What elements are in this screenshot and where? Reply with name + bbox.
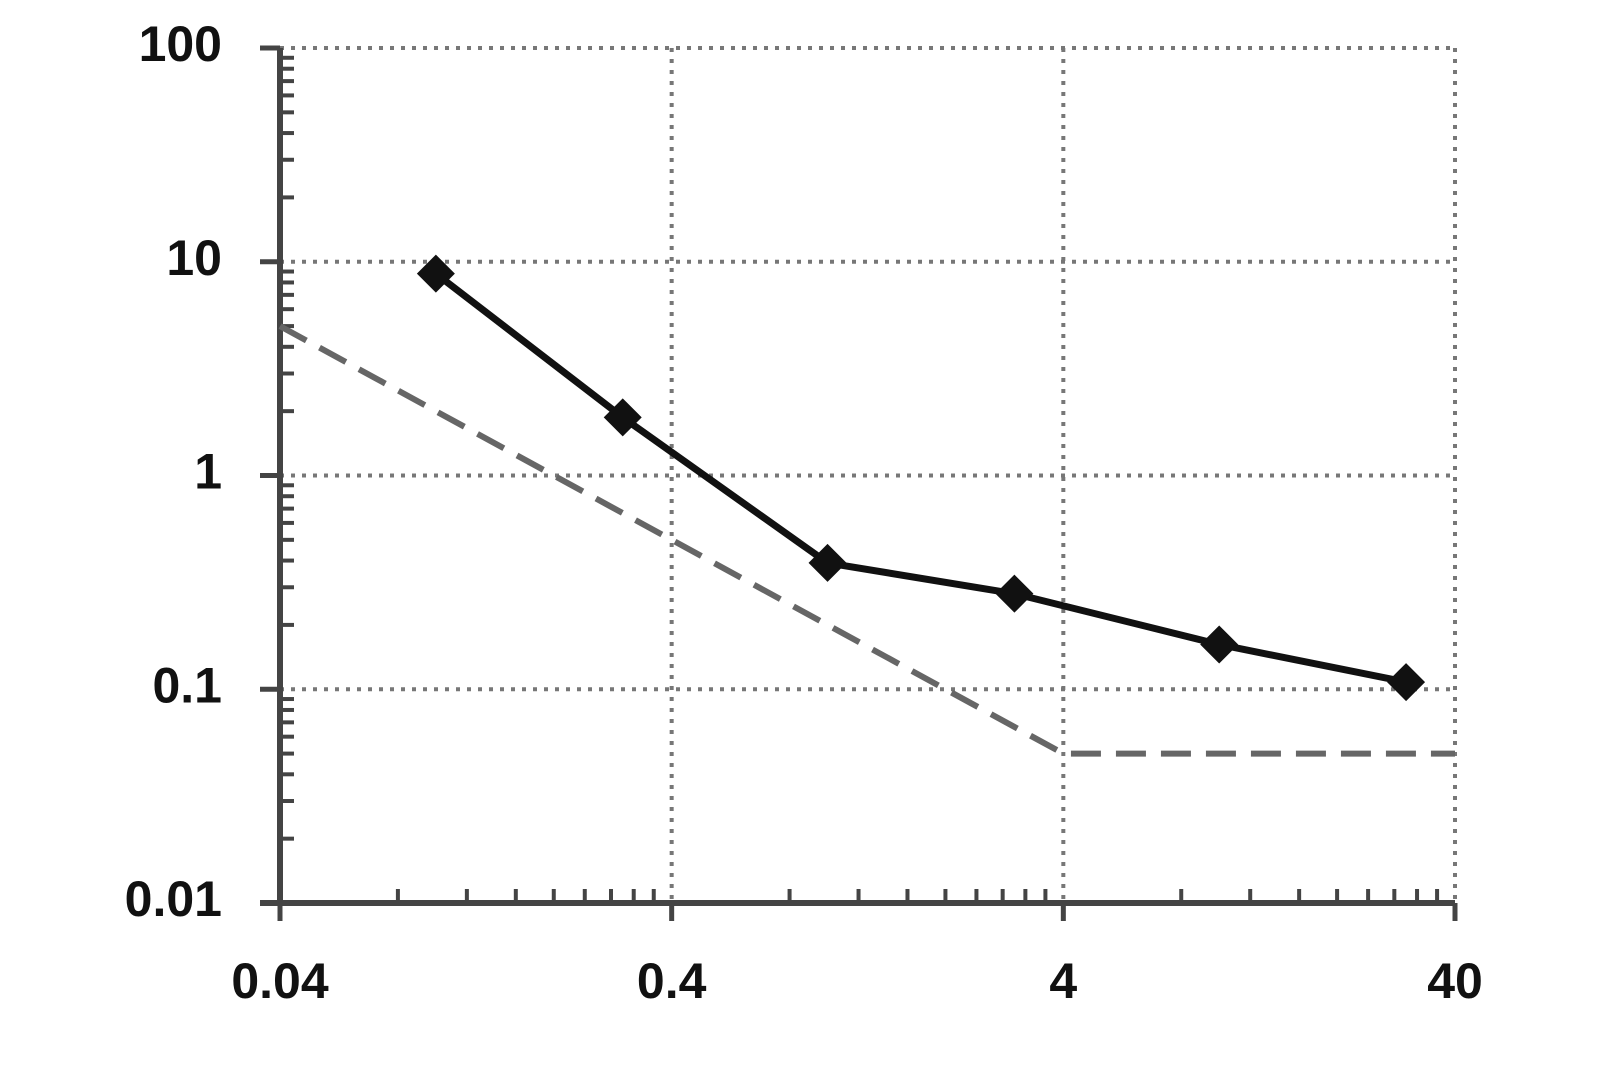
y-tick-label: 10	[166, 230, 222, 286]
marker	[808, 543, 847, 582]
y-tick-label: 0.1	[152, 657, 222, 713]
marker	[1387, 663, 1426, 702]
marker	[1200, 625, 1239, 664]
x-tick-label: 0.4	[637, 953, 707, 1009]
y-tick-label: 1	[194, 444, 222, 500]
series-line	[278, 323, 1455, 757]
x-tick-label: 0.04	[231, 953, 329, 1009]
x-tick-label: 4	[1049, 953, 1077, 1009]
x-tick-label: 40	[1427, 953, 1483, 1009]
y-tick-label: 100	[139, 16, 222, 72]
marker	[603, 398, 642, 437]
series-line	[433, 270, 1407, 686]
marker	[416, 254, 455, 293]
y-tick-label: 0.01	[125, 871, 222, 927]
marker	[995, 574, 1034, 613]
